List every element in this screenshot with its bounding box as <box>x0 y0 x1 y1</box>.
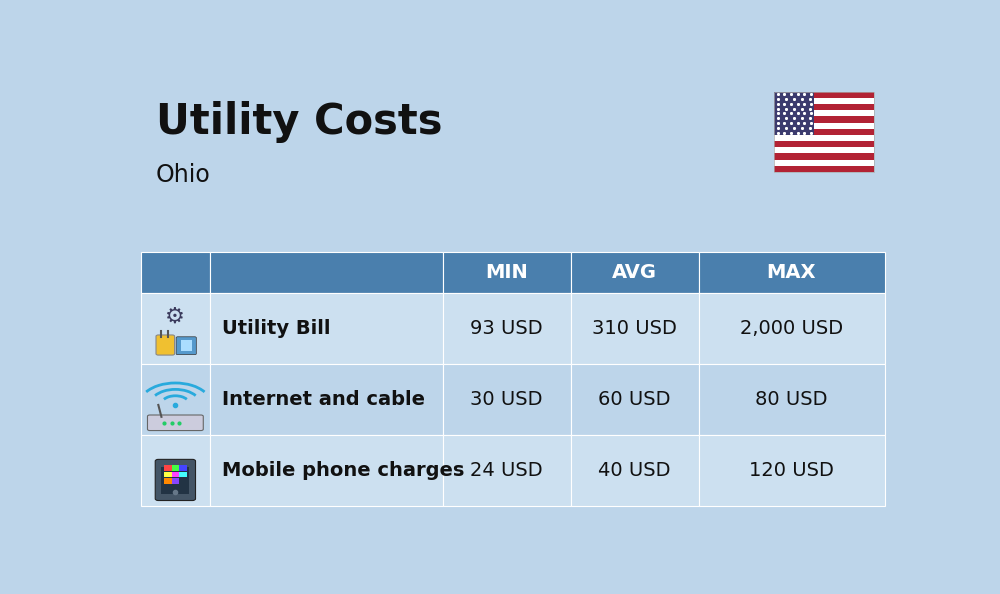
Text: 93 USD: 93 USD <box>470 319 543 338</box>
FancyBboxPatch shape <box>571 435 698 505</box>
Text: Internet and cable: Internet and cable <box>222 390 425 409</box>
Text: 30 USD: 30 USD <box>470 390 543 409</box>
FancyBboxPatch shape <box>443 364 571 435</box>
FancyBboxPatch shape <box>443 435 571 505</box>
FancyBboxPatch shape <box>698 364 885 435</box>
Text: 310 USD: 310 USD <box>592 319 677 338</box>
FancyBboxPatch shape <box>571 293 698 364</box>
FancyBboxPatch shape <box>774 116 874 122</box>
Text: Mobile phone charges: Mobile phone charges <box>222 461 464 480</box>
FancyBboxPatch shape <box>774 122 874 129</box>
FancyBboxPatch shape <box>774 98 874 104</box>
FancyBboxPatch shape <box>774 160 874 166</box>
Text: 2,000 USD: 2,000 USD <box>740 319 843 338</box>
FancyBboxPatch shape <box>571 364 698 435</box>
FancyBboxPatch shape <box>140 364 210 435</box>
Text: 40 USD: 40 USD <box>598 461 671 480</box>
Text: 24 USD: 24 USD <box>470 461 543 480</box>
FancyBboxPatch shape <box>179 472 187 477</box>
FancyBboxPatch shape <box>140 435 210 505</box>
FancyBboxPatch shape <box>156 335 175 355</box>
FancyBboxPatch shape <box>164 478 172 484</box>
FancyBboxPatch shape <box>172 472 179 477</box>
FancyBboxPatch shape <box>774 166 874 172</box>
Text: 120 USD: 120 USD <box>749 461 834 480</box>
Text: Utility Bill: Utility Bill <box>222 319 330 338</box>
FancyBboxPatch shape <box>147 415 203 431</box>
FancyBboxPatch shape <box>774 92 814 135</box>
FancyBboxPatch shape <box>172 465 179 471</box>
FancyBboxPatch shape <box>698 435 885 505</box>
FancyBboxPatch shape <box>164 465 172 471</box>
FancyBboxPatch shape <box>210 364 443 435</box>
FancyBboxPatch shape <box>571 252 698 293</box>
FancyBboxPatch shape <box>698 293 885 364</box>
FancyBboxPatch shape <box>774 141 874 147</box>
FancyBboxPatch shape <box>176 337 196 355</box>
FancyBboxPatch shape <box>210 435 443 505</box>
FancyBboxPatch shape <box>210 252 443 293</box>
FancyBboxPatch shape <box>140 252 210 293</box>
Text: Utility Costs: Utility Costs <box>156 101 442 143</box>
Text: AVG: AVG <box>612 263 657 282</box>
FancyBboxPatch shape <box>155 459 196 501</box>
FancyBboxPatch shape <box>161 467 189 494</box>
FancyBboxPatch shape <box>443 252 571 293</box>
FancyBboxPatch shape <box>210 293 443 364</box>
Text: Ohio: Ohio <box>156 163 211 187</box>
FancyBboxPatch shape <box>774 92 874 98</box>
FancyBboxPatch shape <box>774 147 874 153</box>
Text: MAX: MAX <box>767 263 816 282</box>
Text: MIN: MIN <box>485 263 528 282</box>
Text: ⚙: ⚙ <box>165 307 185 327</box>
FancyBboxPatch shape <box>774 153 874 160</box>
FancyBboxPatch shape <box>181 340 192 352</box>
Text: 80 USD: 80 USD <box>755 390 828 409</box>
FancyBboxPatch shape <box>774 129 874 135</box>
FancyBboxPatch shape <box>774 135 874 141</box>
FancyBboxPatch shape <box>698 252 885 293</box>
FancyBboxPatch shape <box>774 110 874 116</box>
FancyBboxPatch shape <box>172 478 179 484</box>
FancyBboxPatch shape <box>179 465 187 471</box>
FancyBboxPatch shape <box>443 293 571 364</box>
FancyBboxPatch shape <box>774 104 874 110</box>
FancyBboxPatch shape <box>164 472 172 477</box>
FancyBboxPatch shape <box>140 293 210 364</box>
Text: 60 USD: 60 USD <box>598 390 671 409</box>
